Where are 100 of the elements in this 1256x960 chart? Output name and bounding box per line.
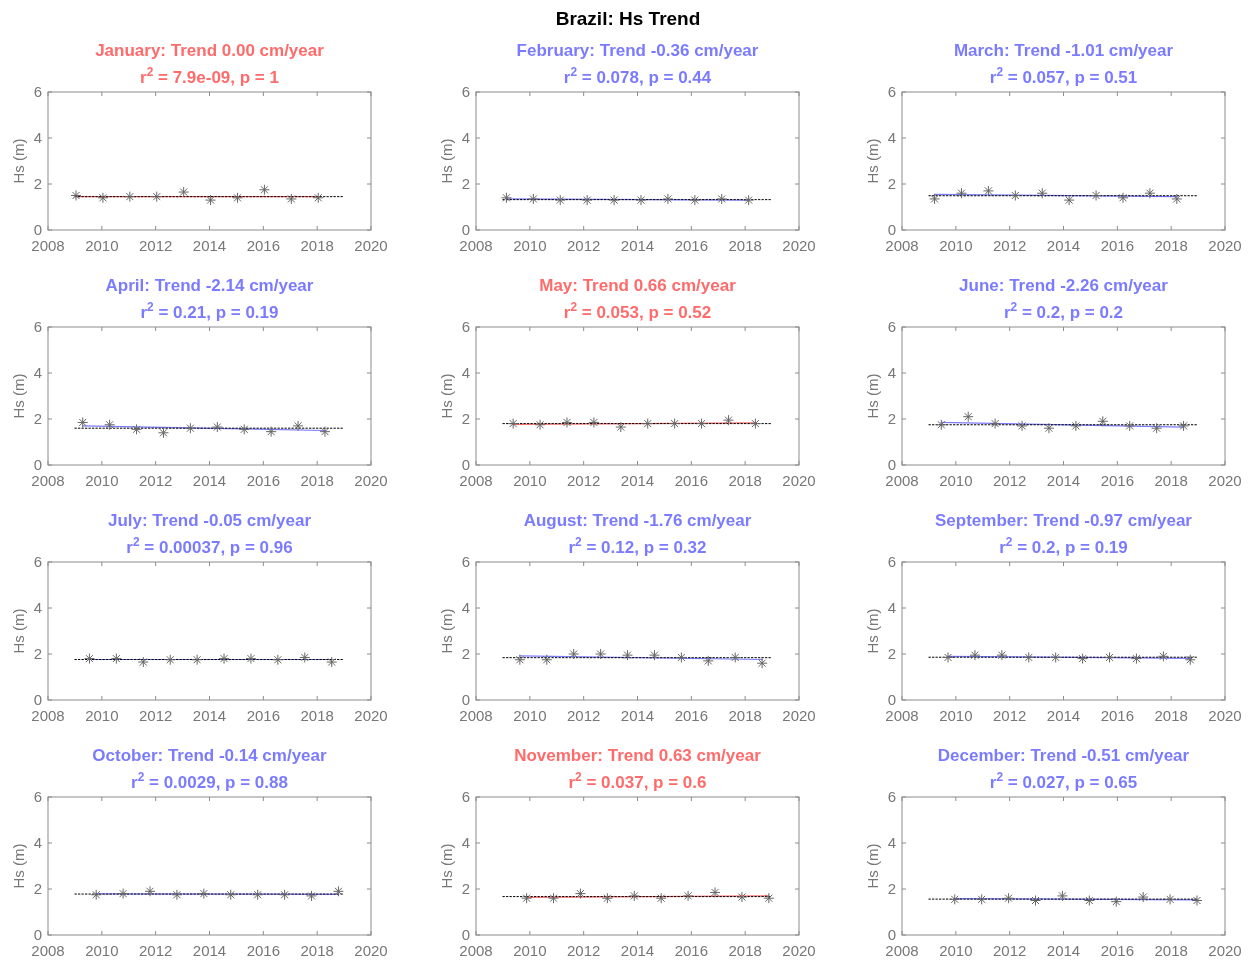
y-tick-label: 0 xyxy=(33,456,42,473)
point xyxy=(1043,422,1055,434)
y-tick-label: 6 xyxy=(461,83,470,100)
x-tick-label: 2018 xyxy=(1154,472,1188,489)
point xyxy=(756,657,768,669)
x-tick-label: 2012 xyxy=(992,942,1027,959)
chart-title: June: Trend -2.26 cm/year xyxy=(959,276,1169,295)
x-tick-label: 2020 xyxy=(354,942,388,959)
y-tick-label: 0 xyxy=(461,691,470,708)
text: Brazil: Hs Trend xyxy=(555,8,701,29)
x-tick-label: 2016 xyxy=(246,942,281,959)
x-tick-label: 2020 xyxy=(782,237,816,254)
y-tick-label: 6 xyxy=(461,553,470,570)
y-tick-label: 0 xyxy=(33,221,42,238)
x-tick-label: 2020 xyxy=(1208,707,1242,724)
point xyxy=(989,418,1001,430)
x-tick-label: 2012 xyxy=(992,472,1027,489)
x-tick-label: 2020 xyxy=(354,237,388,254)
point xyxy=(238,423,250,435)
chart-subtitle: r$^{2}$ = 0.053, p = 0.52 xyxy=(563,300,712,322)
point xyxy=(1178,420,1190,432)
x-tick-label: 2008 xyxy=(31,237,65,254)
x-tick-label: 2016 xyxy=(1100,942,1135,959)
x-tick-label: 2010 xyxy=(85,472,119,489)
chart-subtitle: r$^{2}$ = 0.21, p = 0.19 xyxy=(140,300,279,322)
x-tick-label: 2008 xyxy=(31,472,65,489)
point xyxy=(104,419,116,431)
x-tick-label: 2016 xyxy=(1100,237,1135,254)
x-tick-label: 2020 xyxy=(1208,942,1242,959)
point xyxy=(1171,193,1183,205)
chart-subtitle: r$^{2}$ = 0.057, p = 0.51 xyxy=(989,65,1138,87)
x-tick-label: 2016 xyxy=(674,472,709,489)
y-tick-label: 6 xyxy=(461,788,470,805)
x-tick-label: 2018 xyxy=(300,472,334,489)
y-tick-label: 4 xyxy=(461,129,470,146)
y-tick-label: 4 xyxy=(33,834,42,851)
x-tick-label: 2008 xyxy=(31,942,65,959)
chart-subtitle: r$^{2}$ = 0.078, p = 0.44 xyxy=(563,65,712,87)
point xyxy=(157,427,169,439)
x-tick-label: 2016 xyxy=(1100,472,1135,489)
point xyxy=(675,651,687,663)
x-tick-label: 2014 xyxy=(192,237,227,254)
chart-subtitle: r$^{2}$ = 0.2, p = 0.19 xyxy=(999,535,1128,557)
x-tick-label: 2010 xyxy=(513,237,547,254)
point xyxy=(258,184,270,196)
point xyxy=(97,192,109,204)
y-tick-label: 4 xyxy=(887,129,896,146)
x-tick-label: 2010 xyxy=(939,942,973,959)
x-tick-label: 2008 xyxy=(459,237,493,254)
point xyxy=(265,426,277,438)
y-tick-label: 4 xyxy=(33,129,42,146)
x-tick-label: 2012 xyxy=(566,472,601,489)
y-tick-label: 6 xyxy=(33,788,42,805)
chart-title: October: Trend -0.14 cm/year xyxy=(92,746,328,765)
x-tick-label: 2014 xyxy=(1046,942,1081,959)
x-tick-label: 2010 xyxy=(513,707,547,724)
x-tick-label: 2018 xyxy=(728,237,762,254)
point xyxy=(211,421,223,433)
point xyxy=(955,187,967,199)
y-axis-title: Hs (m) xyxy=(10,608,27,654)
y-axis-title: Hs (m) xyxy=(10,373,27,419)
y-tick-label: 0 xyxy=(33,691,42,708)
chart-subtitle: r$^{2}$ = 0.12, p = 0.32 xyxy=(568,535,707,557)
y-tick-label: 2 xyxy=(461,645,470,662)
chart-title: December: Trend -0.51 cm/year xyxy=(937,746,1190,765)
x-tick-label: 2014 xyxy=(1046,707,1081,724)
x-tick-label: 2012 xyxy=(566,707,601,724)
y-axis-title: Hs (m) xyxy=(438,843,455,889)
point xyxy=(312,192,324,204)
x-tick-label: 2010 xyxy=(85,237,119,254)
chart-subtitle: r$^{2}$ = 0.027, p = 0.65 xyxy=(989,770,1138,792)
x-tick-label: 2020 xyxy=(782,472,816,489)
chart-title: May: Trend 0.66 cm/year xyxy=(539,276,737,295)
x-tick-label: 2008 xyxy=(459,707,493,724)
point xyxy=(568,648,580,660)
y-tick-label: 2 xyxy=(33,645,42,662)
x-tick-label: 2008 xyxy=(31,707,65,724)
point xyxy=(1097,415,1109,427)
x-tick-label: 2018 xyxy=(1154,707,1188,724)
point xyxy=(77,416,89,428)
x-tick-label: 2014 xyxy=(1046,237,1081,254)
y-tick-label: 2 xyxy=(887,410,896,427)
point xyxy=(935,419,947,431)
chart-subtitle: r$^{2}$ = 0.037, p = 0.6 xyxy=(568,770,707,792)
x-tick-label: 2012 xyxy=(138,942,173,959)
x-tick-label: 2020 xyxy=(1208,237,1242,254)
point xyxy=(151,191,163,203)
x-tick-label: 2018 xyxy=(728,472,762,489)
point xyxy=(982,185,994,197)
x-tick-label: 2008 xyxy=(885,707,919,724)
x-tick-label: 2010 xyxy=(513,942,547,959)
x-tick-label: 2016 xyxy=(246,237,281,254)
y-tick-label: 6 xyxy=(461,318,470,335)
x-tick-label: 2008 xyxy=(459,942,493,959)
x-tick-label: 2014 xyxy=(192,942,227,959)
chart-title: September: Trend -0.97 cm/year xyxy=(934,511,1193,530)
y-tick-label: 0 xyxy=(887,221,896,238)
y-tick-label: 0 xyxy=(887,691,896,708)
x-tick-label: 2020 xyxy=(354,707,388,724)
point xyxy=(514,654,526,666)
